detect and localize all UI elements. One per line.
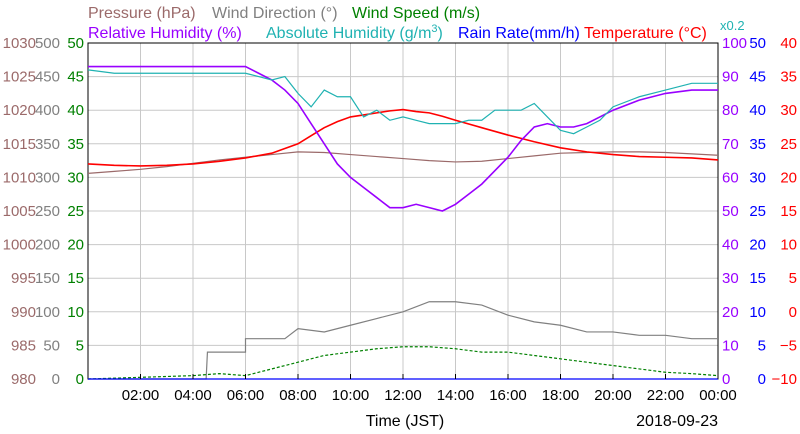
relative-humidity-tick-label: 10 <box>722 337 739 354</box>
temperature-tick-label: 30 <box>780 102 797 119</box>
relative-humidity-tick-label: 70 <box>722 136 739 153</box>
wind-direction-tick-label: 350 <box>35 136 60 153</box>
wind-speed-line <box>87 346 719 380</box>
temperature-tick-label: 5 <box>789 270 797 287</box>
wind-direction-tick-label: 100 <box>35 304 60 321</box>
wind-direction-tick-label: 150 <box>35 270 60 287</box>
rain-rate-tick-label: 20 <box>749 237 766 254</box>
absolute-humidity-title: Absolute Humidity (g/m3) <box>266 23 443 42</box>
relative-humidity-tick-label: 20 <box>722 304 739 321</box>
temperature-tick-label: 10 <box>780 237 797 254</box>
relative-humidity-title: Relative Humidity (%) <box>88 25 242 42</box>
relative-humidity-tick-label: 90 <box>722 69 739 86</box>
pressure-tick-label: 1005 <box>3 203 36 220</box>
wind-direction-title: Wind Direction (°) <box>212 5 338 22</box>
relative-humidity-tick-label: 40 <box>722 237 739 254</box>
temperature-tick-label: 35 <box>780 69 797 86</box>
x-tick-label: 06:00 <box>227 387 265 404</box>
wind-speed-tick-label: 5 <box>76 337 84 354</box>
wind-speed-title: Wind Speed (m/s) <box>352 5 480 22</box>
relative-humidity-tick-label: 50 <box>722 203 739 220</box>
wind-direction-tick-label: 0 <box>52 371 60 388</box>
abs-humidity-factor: x0.2 <box>720 18 745 33</box>
relative-humidity-tick-label: 80 <box>722 102 739 119</box>
rain-rate-tick-label: 0 <box>758 371 766 388</box>
x-tick-label: 20:00 <box>594 387 632 404</box>
wind-direction-tick-label: 250 <box>35 203 60 220</box>
rain-rate-tick-label: 25 <box>749 203 766 220</box>
wind-direction-tick-label: 300 <box>35 169 60 186</box>
wind-speed-tick-label: 40 <box>67 102 84 119</box>
x-tick-label: 10:00 <box>332 387 370 404</box>
temperature-tick-label: −5 <box>780 337 797 354</box>
wind-direction-tick-label: 200 <box>35 237 60 254</box>
pressure-tick-label: 1020 <box>3 102 36 119</box>
pressure-tick-label: 990 <box>11 304 36 321</box>
rain-rate-tick-label: 5 <box>758 337 766 354</box>
wind-direction-tick-label: 50 <box>43 337 60 354</box>
pressure-tick-label: 995 <box>11 270 36 287</box>
wind-speed-tick-label: 0 <box>76 371 84 388</box>
temperature-line <box>87 108 719 167</box>
wind-speed-tick-label: 20 <box>67 237 84 254</box>
relative-humidity-tick-label: 30 <box>722 270 739 287</box>
date-label: 2018-09-23 <box>636 413 718 430</box>
x-tick-label: 14:00 <box>437 387 475 404</box>
x-axis-label: Time (JST) <box>366 413 445 430</box>
absolute-humidity-line <box>87 69 718 135</box>
wind-direction-tick-label: 450 <box>35 69 60 86</box>
rain-rate-tick-label: 30 <box>749 169 766 186</box>
pressure-tick-label: 1000 <box>3 237 36 254</box>
wind-direction-tick-label: 500 <box>35 35 60 52</box>
wind-speed-tick-label: 10 <box>67 304 84 321</box>
pressure-tick-label: 985 <box>11 337 36 354</box>
temperature-title: Temperature (°C) <box>584 25 707 42</box>
rain-rate-tick-label: 10 <box>749 304 766 321</box>
wind-direction-tick-label: 400 <box>35 102 60 119</box>
x-tick-label: 02:00 <box>122 387 160 404</box>
x-axis-ticks: 02:00 04:00 06:00 08:00 10:00 12:00 14:00 16:00… <box>122 374 737 404</box>
x-tick-label: 22:00 <box>647 387 685 404</box>
wind-speed-tick-label: 15 <box>67 270 84 287</box>
pressure-title: Pressure (hPa) <box>88 5 196 22</box>
temperature-tick-label: 40 <box>780 35 797 52</box>
wind-speed-tick-label: 45 <box>67 69 84 86</box>
x-tick-label: 04:00 <box>174 387 212 404</box>
rain-rate-tick-label: 15 <box>749 270 766 287</box>
temperature-tick-label: 25 <box>780 136 797 153</box>
pressure-tick-label: 980 <box>11 371 36 388</box>
rain-rate-tick-label: 50 <box>749 35 766 52</box>
plot-grid <box>88 43 718 379</box>
pressure-tick-label: 1015 <box>3 136 36 153</box>
x-tick-label: 16:00 <box>489 387 527 404</box>
relative-humidity-line <box>88 65 718 212</box>
relative-humidity-tick-label: 100 <box>722 35 747 52</box>
x-tick-label: 00:00 <box>699 387 737 404</box>
pressure-tick-label: 1025 <box>3 69 36 86</box>
wind-speed-tick-label: 25 <box>67 203 84 220</box>
x-tick-label: 08:00 <box>279 387 317 404</box>
x-tick-label: 12:00 <box>384 387 422 404</box>
axis-labels: 9809859909951000100510101015102010251030… <box>3 35 797 388</box>
temperature-tick-label: 15 <box>780 203 797 220</box>
rain-rate-tick-label: 45 <box>749 69 766 86</box>
temperature-tick-label: −10 <box>772 371 797 388</box>
wind-direction-line <box>88 301 718 380</box>
temperature-tick-label: 20 <box>780 169 797 186</box>
relative-humidity-tick-label: 0 <box>722 371 730 388</box>
wind-speed-tick-label: 50 <box>67 35 84 52</box>
relative-humidity-tick-label: 60 <box>722 169 739 186</box>
rain-rate-title: Rain Rate(mm/h) <box>458 25 580 42</box>
rain-rate-tick-label: 35 <box>749 136 766 153</box>
x-tick-label: 18:00 <box>542 387 580 404</box>
temperature-tick-label: 0 <box>789 304 797 321</box>
wind-speed-tick-label: 35 <box>67 136 84 153</box>
wind-speed-tick-label: 30 <box>67 169 84 186</box>
rain-rate-tick-label: 40 <box>749 102 766 119</box>
pressure-tick-label: 1010 <box>3 169 36 186</box>
pressure-tick-label: 1030 <box>3 35 36 52</box>
